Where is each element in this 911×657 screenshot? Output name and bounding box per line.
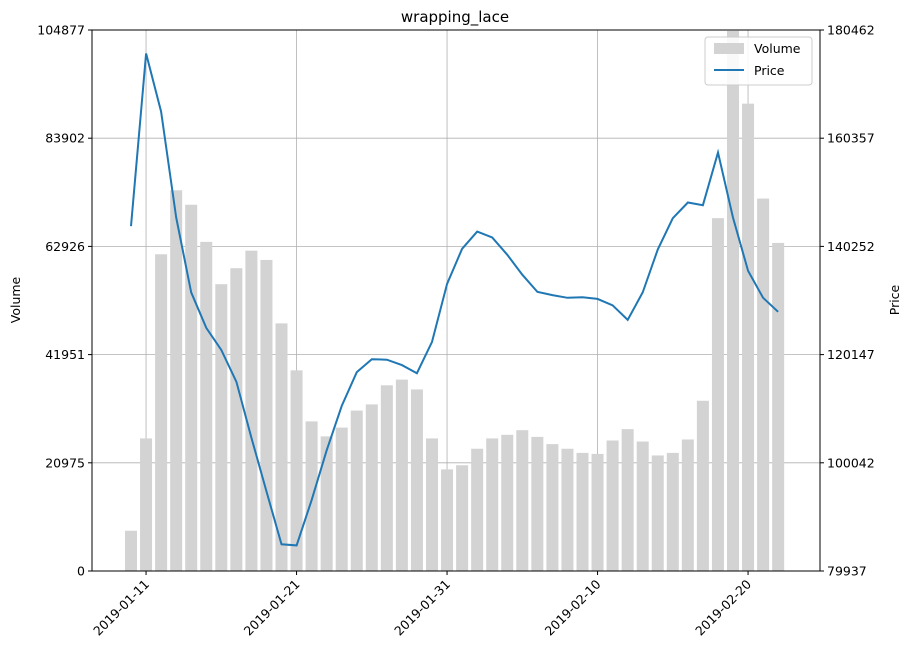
chart-title: wrapping_lace [401, 8, 509, 27]
y-right-tick-label: 79937 [827, 564, 867, 579]
volume-bar [561, 448, 574, 571]
y-left-tick-label: 20975 [45, 455, 85, 470]
y-left-tick-label: 62926 [45, 239, 85, 254]
volume-bar [230, 268, 243, 571]
y-left-tick-label: 41951 [45, 347, 85, 362]
price-line [130, 53, 779, 547]
legend: Volume Price [704, 36, 813, 86]
volume-bar [591, 453, 604, 571]
volume-bar [305, 421, 318, 571]
volume-bar [772, 242, 785, 571]
volume-bar [621, 429, 634, 571]
volume-bar [666, 452, 679, 571]
volume-bar [185, 204, 198, 571]
y-right-tick-label: 120147 [827, 347, 875, 362]
volume-bar [335, 427, 348, 571]
volume-bar [290, 370, 303, 571]
volume-bar [320, 436, 333, 571]
volume-bar [170, 190, 183, 571]
volume-bar [696, 400, 709, 571]
volume-bar [516, 430, 529, 571]
y-right-tick-label: 180462 [827, 23, 875, 38]
volume-bar [576, 452, 589, 571]
volume-bar [380, 385, 393, 571]
volume-bar [546, 444, 559, 571]
volume-bar [471, 448, 484, 571]
y-right-tick-label: 140252 [827, 239, 875, 254]
y-right-tick-label: 160357 [827, 131, 875, 146]
volume-bar [350, 410, 363, 571]
volume-bar [486, 438, 499, 571]
y-right-label: Price [887, 284, 902, 315]
y-left-tick-label: 104877 [37, 23, 85, 38]
legend-swatch-volume [714, 43, 744, 54]
volume-bar [395, 379, 408, 571]
y-left-tick-label: 83902 [45, 131, 85, 146]
volume-bar [155, 254, 168, 572]
volume-bar [456, 465, 469, 571]
left-axis: 0 20975 41951 62926 83902 104877 [37, 23, 92, 579]
volume-bar [410, 389, 423, 571]
volume-bar [140, 438, 153, 571]
plot-frame [91, 29, 821, 572]
volume-bar [651, 455, 664, 571]
volume-bar [681, 439, 694, 571]
volume-bar [501, 434, 514, 571]
volume-bar [125, 530, 137, 571]
volume-bar [711, 218, 724, 571]
volume-bar [441, 469, 454, 571]
volume-bar [727, 30, 739, 572]
volume-bar [260, 259, 273, 571]
volume-bar [742, 103, 755, 571]
legend-label-price: Price [754, 63, 785, 78]
volume-bar [531, 436, 544, 571]
right-axis: 79937 100042 120147 140252 160357 180462 [820, 23, 875, 579]
y-left-tick-label: 0 [77, 564, 85, 579]
legend-label-volume: Volume [754, 41, 801, 56]
volume-bar [245, 250, 258, 571]
volume-bar [215, 284, 228, 571]
volume-bar [275, 323, 288, 571]
volume-bar [636, 441, 649, 571]
volume-bar [426, 438, 438, 571]
y-left-label: Volume [8, 276, 23, 323]
volume-bar [365, 404, 378, 571]
volume-bar [757, 198, 770, 571]
y-right-tick-label: 100042 [827, 455, 875, 470]
volume-bar [200, 241, 213, 571]
volume-bar [606, 440, 619, 571]
